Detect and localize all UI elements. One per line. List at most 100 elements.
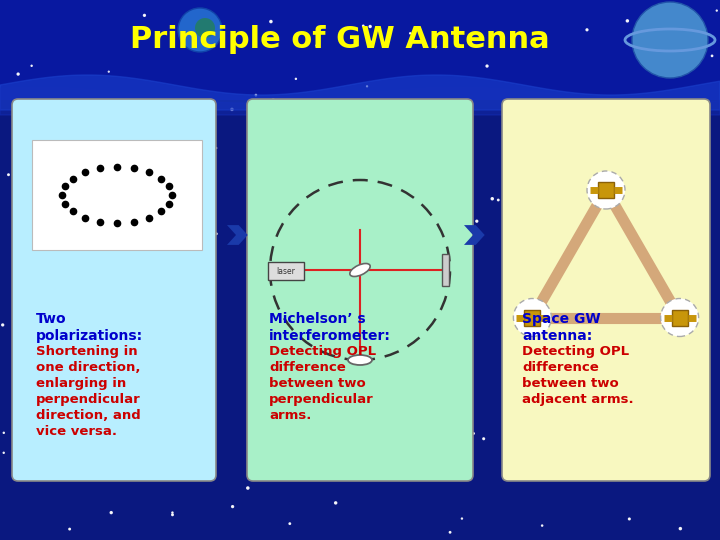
- Text: Detecting OPL
difference
between two
adjacent arms.: Detecting OPL difference between two adj…: [522, 345, 634, 406]
- Point: [624, 414, 635, 422]
- Bar: [0, 0, 720, 100]
- Point: [492, 195, 504, 204]
- Point: [662, 180, 674, 189]
- Point: [20, 313, 32, 322]
- Point: [132, 97, 144, 106]
- Point: [274, 436, 285, 445]
- Circle shape: [178, 8, 222, 52]
- Point: [631, 226, 642, 234]
- Polygon shape: [464, 225, 485, 245]
- Point: [365, 37, 377, 46]
- Point: [194, 226, 206, 235]
- Point: [481, 62, 492, 70]
- Point: [105, 508, 117, 517]
- Text: laser: laser: [276, 267, 295, 275]
- Point: [22, 353, 33, 361]
- Circle shape: [632, 2, 708, 78]
- Point: [436, 305, 447, 314]
- Point: [444, 528, 456, 537]
- Point: [368, 102, 379, 110]
- Point: [254, 284, 266, 293]
- Point: [487, 194, 498, 203]
- Point: [187, 421, 199, 429]
- Point: [640, 197, 652, 205]
- Point: [302, 226, 314, 234]
- Point: [290, 75, 302, 83]
- Circle shape: [513, 299, 552, 336]
- Text: Detecting OPL
difference
between two
perpendicular
arms.: Detecting OPL difference between two per…: [269, 345, 376, 422]
- Point: [83, 122, 94, 130]
- Point: [384, 180, 395, 188]
- Point: [125, 433, 136, 441]
- Point: [675, 524, 686, 533]
- Text: Two
polarizations:: Two polarizations:: [36, 312, 143, 343]
- Point: [553, 107, 564, 116]
- Circle shape: [195, 18, 215, 38]
- FancyBboxPatch shape: [502, 99, 710, 481]
- Point: [173, 100, 184, 109]
- Point: [89, 446, 101, 455]
- Point: [360, 370, 372, 379]
- Point: [99, 245, 110, 254]
- Point: [212, 24, 224, 32]
- Bar: [524, 309, 541, 326]
- Point: [262, 105, 274, 114]
- Point: [455, 210, 467, 218]
- Point: [565, 257, 577, 266]
- Point: [167, 510, 179, 519]
- Point: [471, 217, 482, 226]
- Point: [419, 179, 431, 187]
- Point: [331, 349, 343, 357]
- Point: [37, 193, 48, 201]
- Point: [392, 296, 404, 305]
- Point: [210, 144, 222, 152]
- Point: [0, 448, 9, 457]
- Point: [442, 254, 454, 263]
- Point: [109, 222, 121, 231]
- Point: [405, 29, 416, 38]
- Point: [330, 498, 341, 507]
- Point: [666, 53, 678, 62]
- Ellipse shape: [350, 264, 370, 276]
- Point: [284, 519, 295, 528]
- Point: [478, 434, 490, 443]
- Point: [603, 170, 614, 178]
- Point: [430, 43, 441, 51]
- Point: [699, 141, 711, 150]
- Point: [361, 82, 373, 91]
- Point: [242, 484, 253, 492]
- Point: [102, 313, 114, 322]
- FancyBboxPatch shape: [12, 99, 216, 481]
- Point: [311, 41, 323, 50]
- Point: [261, 356, 272, 364]
- Point: [528, 277, 540, 286]
- Point: [581, 25, 593, 34]
- Point: [389, 197, 400, 206]
- Point: [132, 148, 144, 157]
- Bar: [32, 140, 202, 250]
- Point: [364, 22, 376, 31]
- Point: [60, 214, 71, 223]
- Point: [447, 255, 459, 264]
- Point: [535, 366, 546, 375]
- Point: [267, 96, 279, 104]
- Point: [536, 521, 548, 530]
- Point: [454, 103, 465, 111]
- Point: [405, 103, 416, 111]
- Point: [64, 525, 76, 534]
- Point: [372, 191, 383, 199]
- Point: [210, 230, 222, 238]
- Circle shape: [661, 299, 698, 336]
- Bar: [672, 309, 688, 326]
- Text: Michelson’ s
interferometer:: Michelson’ s interferometer:: [269, 312, 391, 343]
- Point: [625, 364, 636, 373]
- Bar: [268, 262, 304, 280]
- Point: [296, 231, 307, 240]
- Point: [149, 134, 161, 143]
- Point: [392, 206, 403, 214]
- Point: [624, 515, 635, 523]
- Point: [425, 197, 436, 205]
- Point: [26, 62, 37, 70]
- Point: [358, 22, 369, 30]
- Point: [419, 475, 431, 483]
